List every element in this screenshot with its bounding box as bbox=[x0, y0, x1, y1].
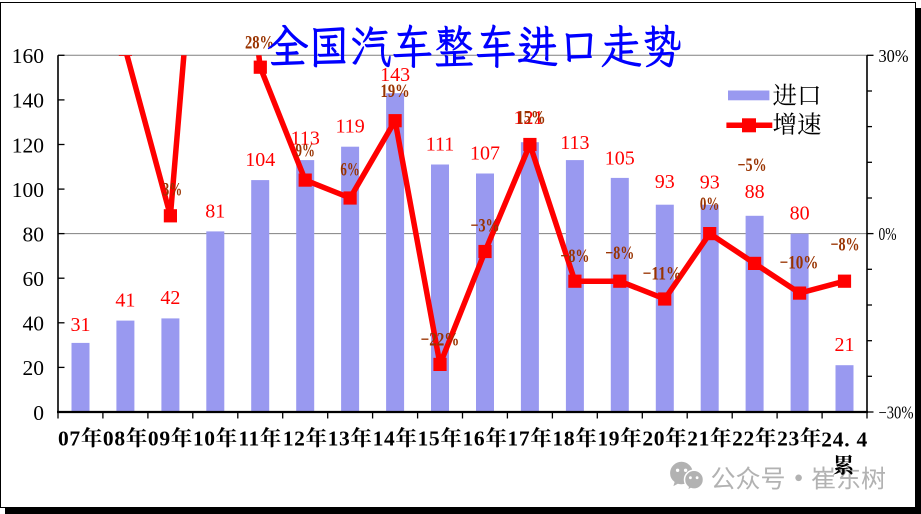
svg-text:−10%: −10% bbox=[780, 253, 819, 274]
svg-text:41: 41 bbox=[115, 289, 135, 311]
svg-text:08年: 08年 bbox=[103, 427, 148, 451]
svg-text:−22%: −22% bbox=[421, 330, 460, 351]
svg-text:17年: 17年 bbox=[507, 427, 552, 451]
svg-text:13年: 13年 bbox=[328, 427, 373, 451]
svg-text:93: 93 bbox=[655, 171, 675, 193]
svg-text:104: 104 bbox=[245, 149, 275, 171]
svg-text:119: 119 bbox=[335, 116, 364, 138]
svg-text:15年: 15年 bbox=[418, 427, 463, 451]
svg-text:120: 120 bbox=[12, 133, 44, 157]
svg-text:−8%: −8% bbox=[560, 246, 589, 267]
svg-text:111: 111 bbox=[426, 133, 455, 155]
svg-text:140: 140 bbox=[12, 89, 44, 113]
svg-text:28%: 28% bbox=[245, 33, 274, 54]
svg-text:113: 113 bbox=[291, 128, 320, 150]
svg-text:121: 121 bbox=[514, 107, 544, 129]
svg-text:60: 60 bbox=[23, 267, 45, 291]
svg-text:21年: 21年 bbox=[687, 427, 732, 451]
svg-text:113: 113 bbox=[560, 132, 589, 154]
svg-text:20年: 20年 bbox=[642, 427, 687, 451]
svg-text:−5%: −5% bbox=[737, 155, 766, 176]
svg-text:12年: 12年 bbox=[283, 427, 328, 451]
svg-text:42: 42 bbox=[160, 287, 180, 309]
svg-text:09年: 09年 bbox=[148, 427, 193, 451]
svg-text:30%: 30% bbox=[879, 46, 909, 66]
svg-text:93: 93 bbox=[700, 172, 720, 194]
svg-text:3%: 3% bbox=[163, 180, 182, 201]
svg-text:81: 81 bbox=[205, 200, 225, 222]
svg-text:累: 累 bbox=[833, 454, 855, 478]
svg-text:16年: 16年 bbox=[463, 427, 508, 451]
svg-text:增速: 增速 bbox=[773, 106, 822, 141]
svg-text:0%: 0% bbox=[700, 194, 719, 215]
svg-text:80: 80 bbox=[790, 203, 810, 225]
svg-text:07年: 07年 bbox=[58, 427, 103, 451]
svg-text:6%: 6% bbox=[340, 160, 359, 181]
svg-text:19年: 19年 bbox=[597, 427, 642, 451]
svg-text:18年: 18年 bbox=[552, 427, 597, 451]
svg-text:进口: 进口 bbox=[773, 77, 822, 112]
svg-text:公众号: 公众号 bbox=[711, 460, 786, 496]
svg-text:−3%: −3% bbox=[470, 216, 499, 237]
svg-text:22年: 22年 bbox=[732, 427, 777, 451]
svg-text:14年: 14年 bbox=[373, 427, 418, 451]
svg-text:0%: 0% bbox=[879, 224, 897, 244]
svg-text:0: 0 bbox=[33, 401, 44, 425]
svg-text:160: 160 bbox=[12, 44, 44, 68]
svg-text:崔东树: 崔东树 bbox=[811, 460, 886, 496]
svg-text:11年: 11年 bbox=[238, 427, 282, 451]
svg-text:9%: 9% bbox=[296, 141, 315, 162]
svg-text:88: 88 bbox=[745, 181, 765, 203]
svg-text:21: 21 bbox=[835, 334, 855, 356]
svg-text:80: 80 bbox=[23, 222, 45, 246]
svg-text:19%: 19% bbox=[381, 81, 410, 102]
svg-text:40: 40 bbox=[23, 312, 45, 336]
svg-text:全国汽车整车进口走势: 全国汽车整车进口走势 bbox=[267, 16, 684, 77]
svg-text:107: 107 bbox=[470, 142, 500, 164]
svg-text:100: 100 bbox=[12, 178, 44, 202]
svg-text:143: 143 bbox=[380, 64, 410, 86]
svg-text:105: 105 bbox=[605, 147, 635, 169]
svg-text:24. 4: 24. 4 bbox=[821, 427, 867, 451]
svg-text:31: 31 bbox=[71, 314, 91, 336]
svg-text:−8%: −8% bbox=[830, 235, 859, 256]
svg-text:−11%: −11% bbox=[643, 264, 682, 285]
svg-text:−30%: −30% bbox=[879, 403, 914, 423]
svg-text:20: 20 bbox=[23, 356, 45, 380]
svg-text:10年: 10年 bbox=[193, 427, 238, 451]
svg-text:−8%: −8% bbox=[605, 243, 634, 264]
svg-text:15%: 15% bbox=[516, 107, 545, 128]
svg-text:23年: 23年 bbox=[777, 427, 822, 451]
